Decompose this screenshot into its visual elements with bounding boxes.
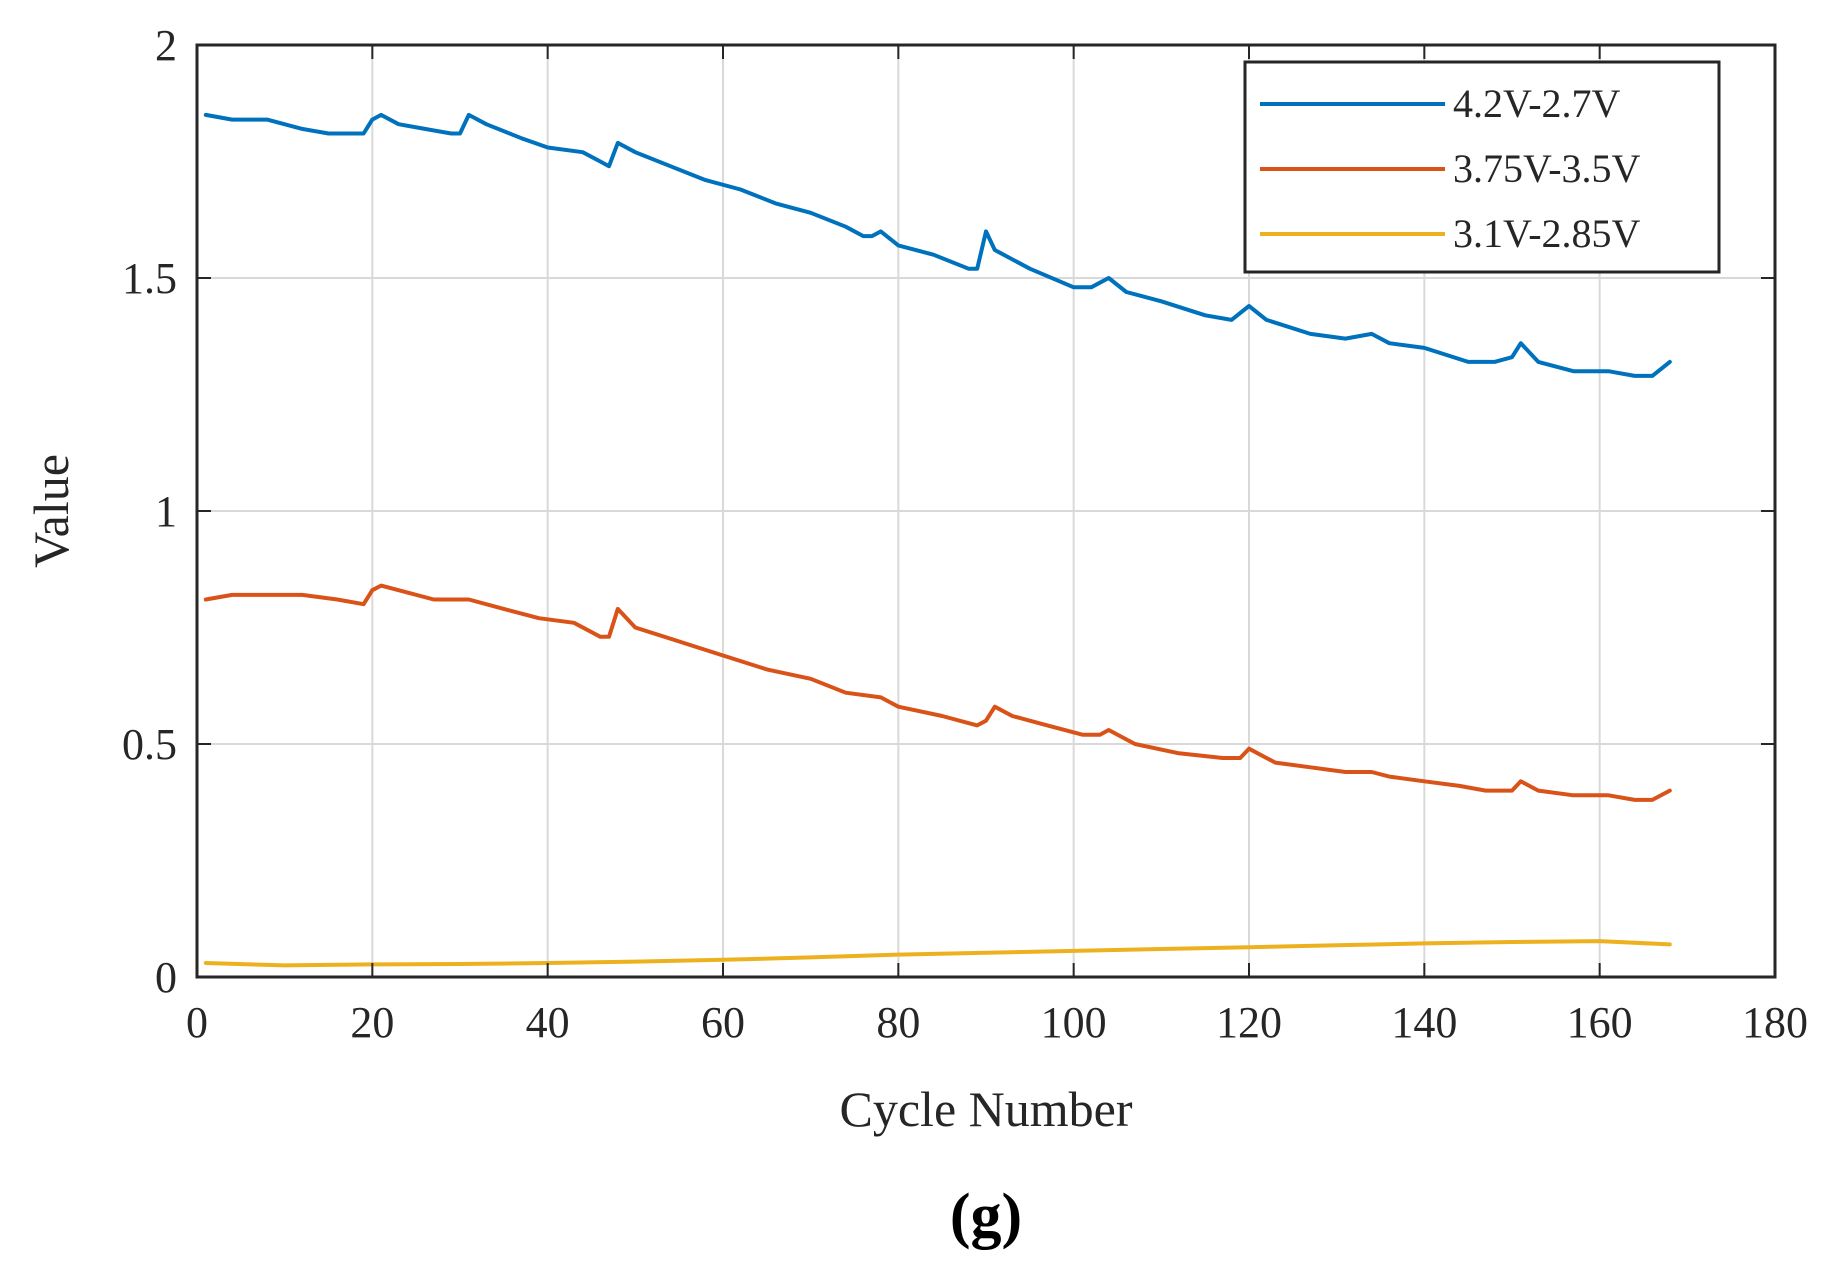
x-tick-label: 180 [1742, 998, 1808, 1047]
x-tick-label: 140 [1391, 998, 1457, 1047]
x-tick-label: 120 [1216, 998, 1282, 1047]
y-tick-label: 0.5 [122, 720, 177, 769]
axis-ticks: 0 20 40 60 80 100 120 140 160 180 0 0.5 1 1.5 2 [122, 21, 1808, 1047]
legend-label-2: 3.75V-3.5V [1453, 146, 1641, 191]
x-tick-label: 40 [526, 998, 570, 1047]
y-tick-label: 0 [155, 953, 177, 1002]
x-tick-label: 80 [876, 998, 920, 1047]
series-line-2 [203, 583, 1672, 802]
x-tick-label: 60 [701, 998, 745, 1047]
series-line-3 [203, 939, 1672, 968]
legend: 4.2V-2.7V 3.75V-3.5V 3.1V-2.85V [1243, 60, 1721, 274]
series-lines [203, 112, 1672, 968]
x-tick-label: 100 [1041, 998, 1107, 1047]
figure-caption: (g) [950, 1182, 1022, 1250]
y-tick-label: 2 [155, 21, 177, 70]
y-tick-label: 1 [155, 487, 177, 536]
x-axis-label: Cycle Number [840, 1081, 1133, 1137]
y-tick-label: 1.5 [122, 254, 177, 303]
series-line-1 [203, 112, 1672, 378]
y-axis-label: Value [23, 454, 79, 568]
legend-label-1: 4.2V-2.7V [1453, 81, 1621, 126]
x-tick-label: 20 [350, 998, 394, 1047]
x-tick-label: 160 [1567, 998, 1633, 1047]
x-tick-label: 0 [186, 998, 208, 1047]
legend-label-3: 3.1V-2.85V [1453, 211, 1641, 256]
